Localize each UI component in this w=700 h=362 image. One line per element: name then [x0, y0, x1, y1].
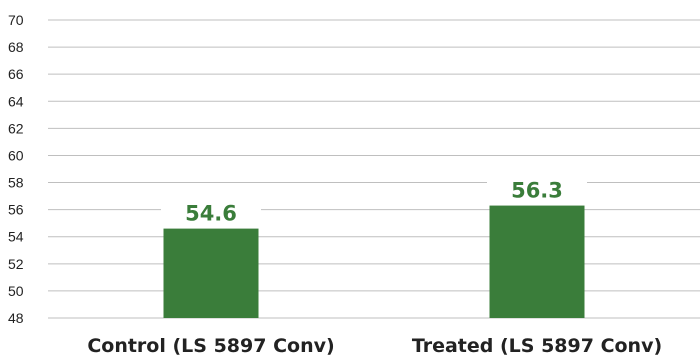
y-tick-label: 52 [8, 256, 24, 272]
bars [163, 205, 585, 318]
y-tick-label: 64 [8, 93, 24, 109]
y-tick-label: 56 [8, 202, 24, 218]
data-label-background [161, 198, 261, 227]
y-tick-label: 66 [8, 66, 24, 82]
y-tick-label: 62 [8, 120, 24, 136]
y-tick-label: 58 [8, 175, 24, 191]
y-axis-ticks: 48 50 52 54 56 58 60 62 64 66 68 70 [8, 12, 24, 326]
bar [163, 228, 259, 318]
category-label: Control (LS 5897 Conv) [87, 335, 334, 357]
data-labels: 54.6 56.3 [161, 175, 587, 227]
category-label: Treated (LS 5897 Conv) [412, 335, 662, 357]
y-tick-label: 60 [8, 147, 24, 163]
y-tick-label: 50 [8, 283, 24, 299]
y-tick-label: 48 [8, 310, 24, 326]
gridlines [48, 19, 700, 319]
data-label-background [487, 175, 587, 204]
category-labels: Control (LS 5897 Conv) Treated (LS 5897 C… [87, 335, 662, 357]
y-tick-label: 70 [8, 12, 24, 28]
bar [489, 205, 585, 318]
y-tick-label: 68 [8, 39, 24, 55]
data-label: 56.3 [511, 179, 563, 203]
data-label: 54.6 [185, 202, 237, 226]
y-tick-label: 54 [8, 229, 24, 245]
